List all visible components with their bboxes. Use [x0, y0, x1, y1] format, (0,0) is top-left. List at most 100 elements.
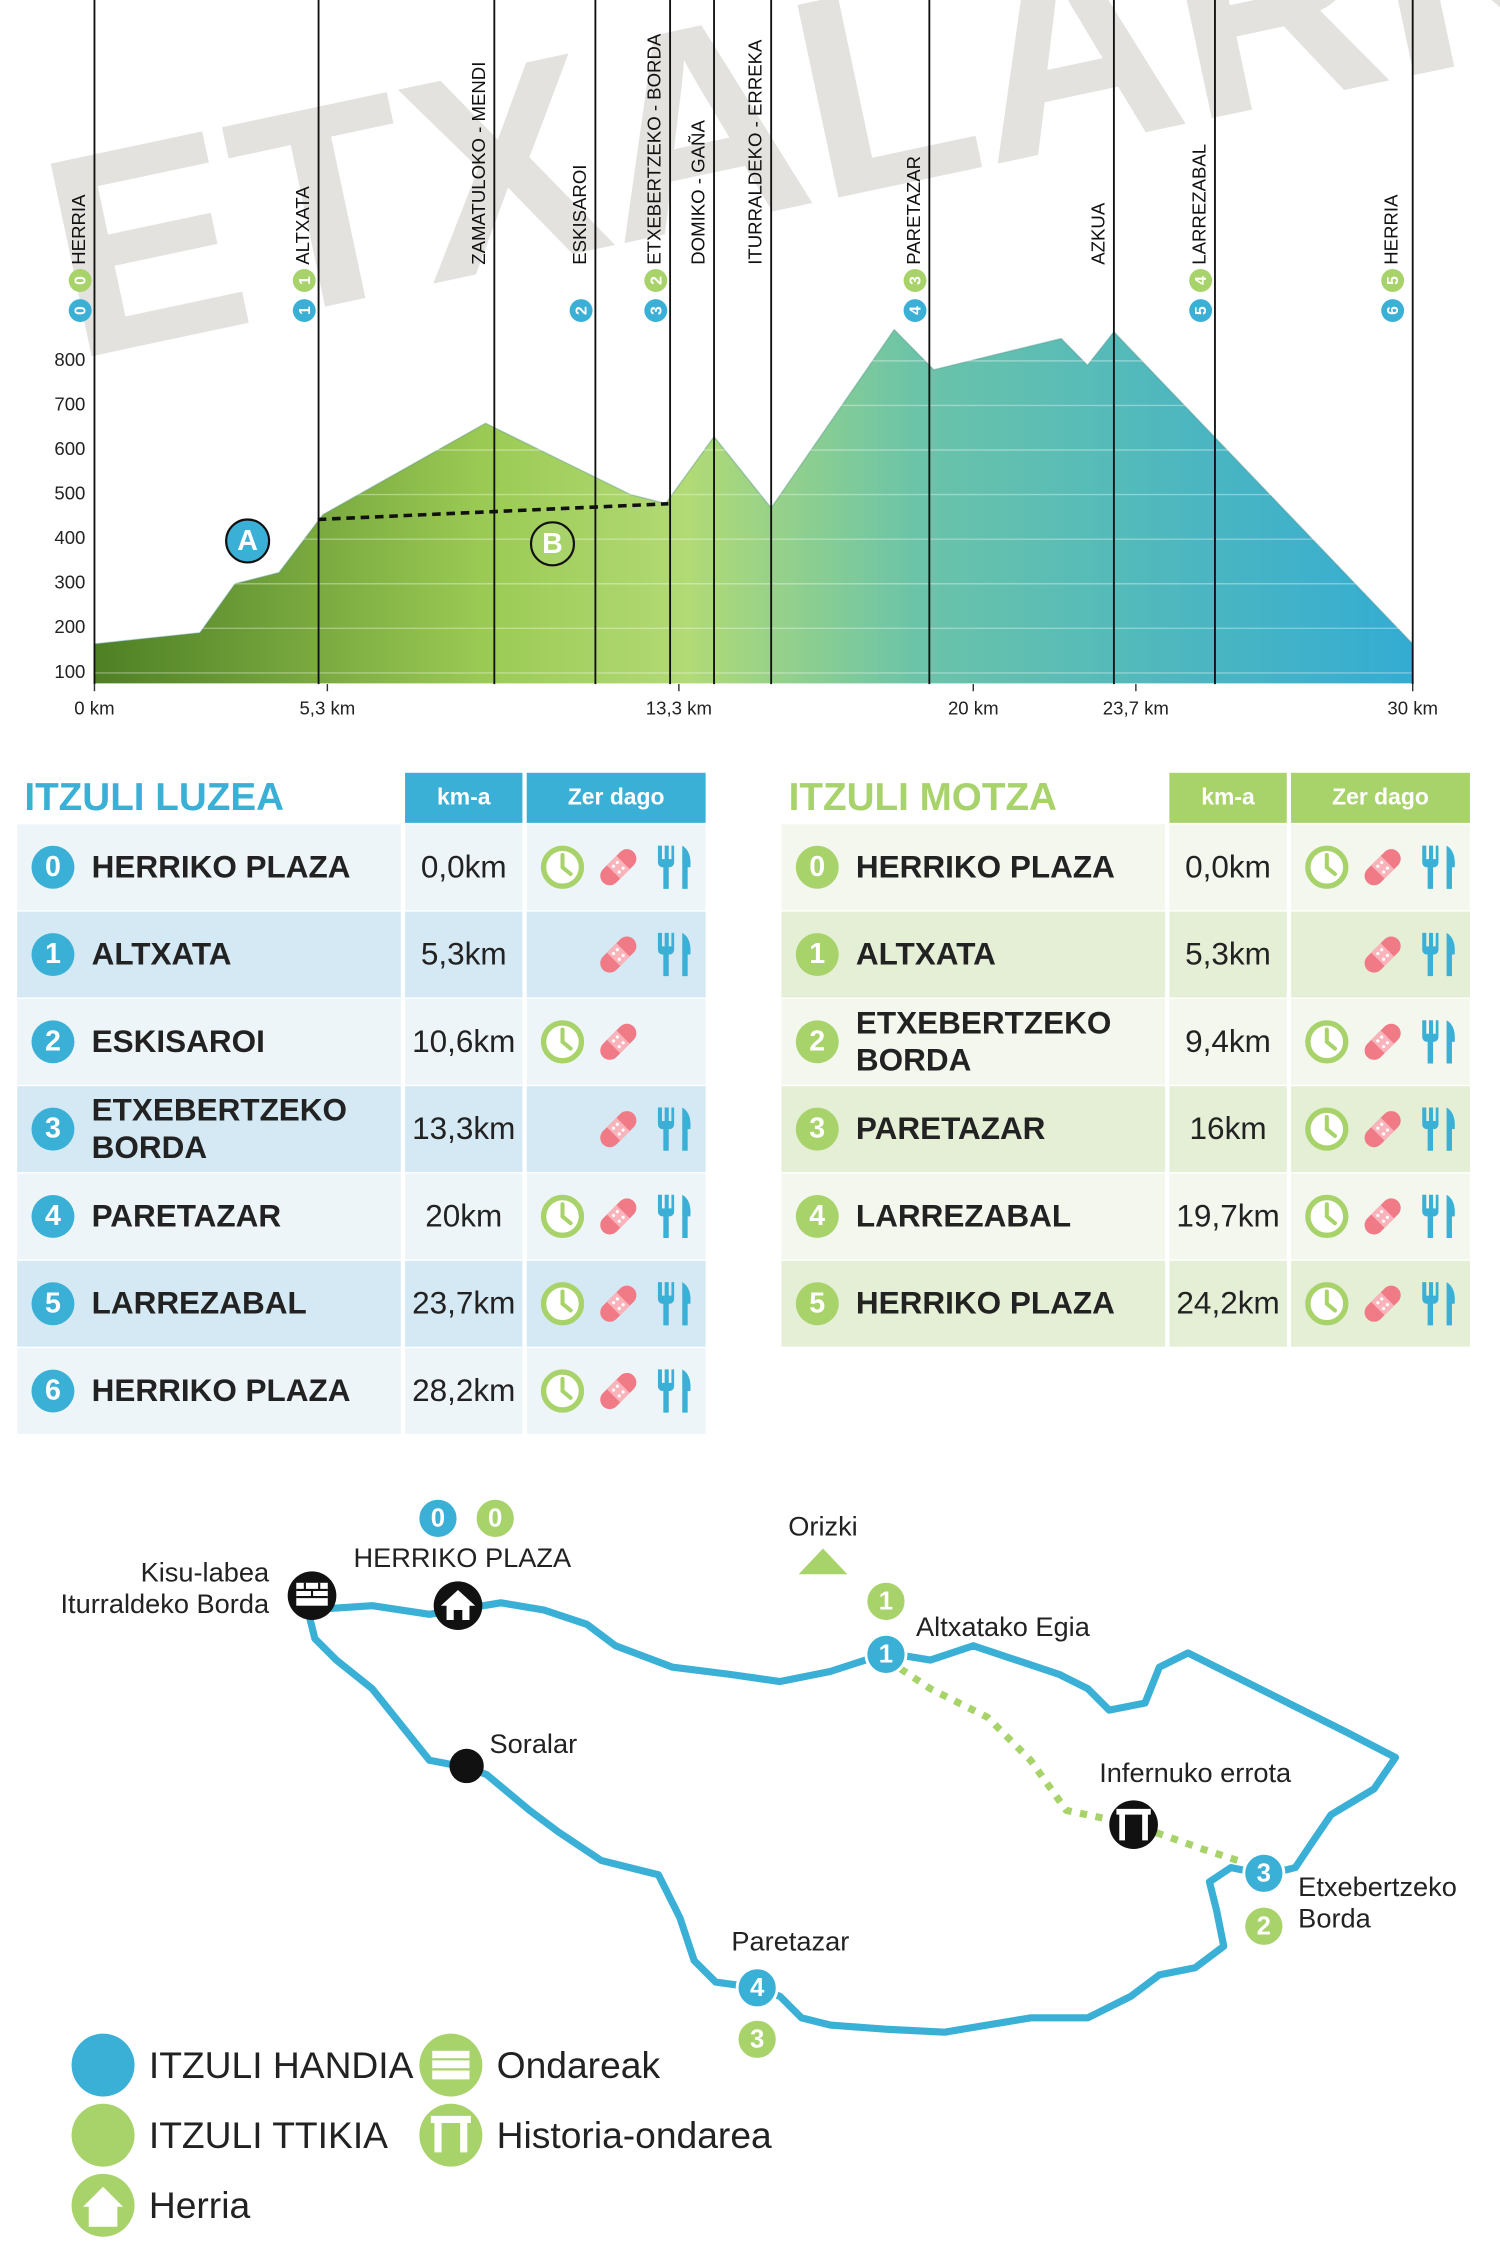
services-cell: [526, 1173, 706, 1260]
stop-km: 9,4km: [1169, 998, 1287, 1085]
station-badge-number: 1: [297, 276, 314, 285]
marker-label: A: [237, 525, 258, 557]
place-label: Etxebertzeko: [1298, 1871, 1457, 1902]
first-aid-icon-shape: [596, 1107, 640, 1151]
first-aid-icon: [594, 1192, 643, 1241]
food-icon-shape: [658, 846, 691, 889]
name-cell: 3 ETXEBERTZEKO BORDA: [17, 1086, 401, 1173]
station-badge: [292, 269, 316, 292]
services-cell: [526, 911, 706, 998]
x-tick-label: 23,7 km: [1103, 698, 1169, 719]
stop-km: 0,0km: [1169, 824, 1287, 911]
clock-icon: [538, 1279, 587, 1328]
map-badge-number: 1: [879, 1641, 893, 1669]
station-badge-number: 6: [1385, 306, 1402, 315]
station-label: ALTXATA: [292, 186, 313, 265]
y-tick-label: 700: [54, 393, 85, 414]
table-row: 3 ETXEBERTZEKO BORDA 13,3km: [17, 1086, 706, 1173]
stop-km: 16km: [1169, 1086, 1287, 1173]
table-row: 5 HERRIKO PLAZA 24,2km: [781, 1260, 1470, 1347]
x-tick-label: 5,3 km: [299, 698, 355, 719]
clock-icon: [538, 1367, 587, 1416]
stop-name: ESKISAROI: [91, 1023, 265, 1060]
y-tick-label: 300: [54, 572, 85, 593]
map-badge: [735, 1966, 779, 2010]
food-icon-shape: [1422, 846, 1455, 889]
clock-icon-shape: [1308, 1198, 1346, 1236]
first-aid-icon: [594, 1018, 643, 1067]
station-label: PARETAZAR: [903, 156, 924, 265]
first-aid-icon-shape: [596, 1194, 640, 1238]
first-aid-icon-shape: [1361, 1107, 1405, 1151]
castle-icon: [287, 1571, 337, 1621]
food-icon-shape: [1422, 1282, 1455, 1325]
table-row: 1 ALTXATA 5,3km: [17, 911, 706, 998]
table-header: Zer dago: [1291, 772, 1470, 823]
food-icon: [1414, 1105, 1463, 1154]
stop-km: 24,2km: [1169, 1260, 1287, 1347]
place-label: Iturraldeko Borda: [61, 1588, 270, 1619]
route-short: [885, 1657, 1261, 1871]
stop-number: 2: [31, 1020, 75, 1064]
stop-name: HERRIKO PLAZA: [91, 848, 351, 885]
marker-circle: [225, 518, 271, 564]
table-row: 0 HERRIKO PLAZA 0,0km: [781, 824, 1470, 911]
name-cell: 4 LARREZABAL: [781, 1173, 1166, 1260]
stop-km: 23,7km: [405, 1260, 523, 1347]
station-badge: [569, 299, 593, 322]
place-label: Soralar: [490, 1728, 578, 1759]
table-row: 4 PARETAZAR 20km: [17, 1173, 706, 1260]
stop-name: LARREZABAL: [91, 1285, 307, 1321]
station-badge: [68, 269, 92, 292]
first-aid-icon: [1358, 1192, 1407, 1241]
station-label: HERRIA: [68, 194, 89, 265]
map-badge: [864, 1579, 908, 1623]
station-badge: [644, 299, 668, 322]
first-aid-icon-shape: [1361, 845, 1405, 889]
station-badge: [644, 269, 668, 292]
station-badge-number: 4: [1193, 276, 1210, 285]
place-label: Orizki: [788, 1511, 857, 1542]
legend-label: ITZULI HANDIA: [149, 2044, 414, 2086]
stop-number: 6: [31, 1369, 75, 1413]
clock-icon-shape: [1308, 1023, 1346, 1061]
station-badge-number: 4: [908, 306, 925, 315]
first-aid-icon-shape: [1361, 1194, 1405, 1238]
services-cell: [526, 1348, 706, 1434]
map-badge-number: 4: [750, 1974, 765, 2002]
table-row: 0 HERRIKO PLAZA 0,0km: [17, 824, 706, 911]
table-row: 4 LARREZABAL 19,7km: [781, 1173, 1470, 1260]
clock-icon-shape: [544, 1023, 582, 1061]
first-aid-icon: [1358, 843, 1407, 892]
station-badge: [903, 299, 927, 322]
first-aid-icon: [594, 1105, 643, 1154]
food-icon: [1414, 1192, 1463, 1241]
stop-name: HERRIKO PLAZA: [855, 1285, 1115, 1321]
clock-icon-shape: [544, 1198, 582, 1236]
station-badge-number: 0: [73, 276, 90, 285]
table-header: km-a: [405, 772, 523, 823]
clock-icon: [538, 1192, 587, 1241]
station-badge-number: 2: [574, 306, 591, 315]
food-icon: [650, 1279, 699, 1328]
place-label: Altxatako Egia: [916, 1611, 1091, 1642]
station-badge-number: 5: [1385, 276, 1402, 285]
station-label: DOMIKO - GAÑA: [688, 120, 709, 265]
stop-km: 13,3km: [405, 1086, 523, 1173]
clock-icon: [538, 1018, 587, 1067]
clock-icon: [538, 843, 587, 892]
legend-label: Herria: [149, 2184, 251, 2226]
first-aid-icon-shape: [596, 1282, 640, 1326]
map-badge: [735, 2017, 779, 2061]
station-label: HERRIA: [1381, 194, 1402, 265]
food-icon-shape: [658, 933, 691, 976]
clock-icon: [1302, 843, 1351, 892]
map-badge: [473, 1496, 517, 1540]
first-aid-icon-shape: [1361, 1282, 1405, 1326]
food-icon: [650, 843, 699, 892]
first-aid-icon: [1358, 1279, 1407, 1328]
station-badge: [292, 299, 316, 322]
station-label: ETXEBERTZEKO - BORDA: [644, 33, 665, 265]
